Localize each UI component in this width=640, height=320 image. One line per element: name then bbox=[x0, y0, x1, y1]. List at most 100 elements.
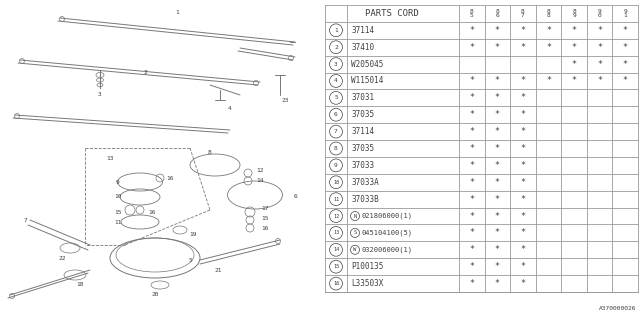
Text: *: * bbox=[520, 110, 525, 119]
Text: *: * bbox=[520, 279, 525, 288]
Text: 18: 18 bbox=[76, 283, 84, 287]
Text: 16: 16 bbox=[148, 210, 156, 214]
Text: 14: 14 bbox=[256, 178, 264, 182]
Text: L33503X: L33503X bbox=[351, 279, 383, 288]
Text: W205045: W205045 bbox=[351, 60, 383, 68]
Text: *: * bbox=[572, 43, 577, 52]
Text: 3: 3 bbox=[334, 61, 338, 67]
Text: *: * bbox=[520, 93, 525, 102]
Text: *: * bbox=[520, 228, 525, 237]
Text: *: * bbox=[495, 43, 500, 52]
Text: 37035: 37035 bbox=[351, 110, 374, 119]
Text: *: * bbox=[572, 60, 577, 68]
Text: *: * bbox=[495, 76, 500, 85]
Text: *: * bbox=[469, 178, 474, 187]
Text: W: W bbox=[353, 247, 356, 252]
Text: *: * bbox=[469, 110, 474, 119]
Text: *: * bbox=[546, 76, 551, 85]
Text: *: * bbox=[469, 127, 474, 136]
Text: 4: 4 bbox=[228, 106, 232, 110]
Text: 19: 19 bbox=[189, 233, 196, 237]
Text: 8
8: 8 8 bbox=[547, 9, 550, 18]
Text: 15: 15 bbox=[115, 210, 122, 214]
Text: 15: 15 bbox=[333, 264, 339, 269]
Text: *: * bbox=[469, 161, 474, 170]
Text: 021806000(1): 021806000(1) bbox=[361, 213, 412, 219]
Text: *: * bbox=[572, 76, 577, 85]
Text: W115014: W115014 bbox=[351, 76, 383, 85]
Text: 37410: 37410 bbox=[351, 43, 374, 52]
Text: *: * bbox=[495, 212, 500, 220]
Text: *: * bbox=[520, 76, 525, 85]
Text: *: * bbox=[495, 245, 500, 254]
Text: 16: 16 bbox=[261, 226, 269, 230]
Text: *: * bbox=[469, 262, 474, 271]
Text: 032006000(1): 032006000(1) bbox=[361, 246, 412, 253]
Text: *: * bbox=[469, 26, 474, 35]
Text: *: * bbox=[520, 144, 525, 153]
Text: 37033B: 37033B bbox=[351, 195, 379, 204]
Text: *: * bbox=[520, 262, 525, 271]
Text: *: * bbox=[623, 60, 628, 68]
Text: 10: 10 bbox=[115, 195, 122, 199]
Text: S: S bbox=[353, 230, 356, 236]
Text: 37114: 37114 bbox=[351, 26, 374, 35]
Text: 14: 14 bbox=[333, 247, 339, 252]
Text: *: * bbox=[546, 26, 551, 35]
Text: 045104100(5): 045104100(5) bbox=[361, 230, 412, 236]
Text: P100135: P100135 bbox=[351, 262, 383, 271]
Text: *: * bbox=[495, 178, 500, 187]
Text: *: * bbox=[495, 195, 500, 204]
Text: 1: 1 bbox=[175, 11, 179, 15]
Text: 8
7: 8 7 bbox=[521, 9, 525, 18]
Text: *: * bbox=[469, 279, 474, 288]
Text: 8
6: 8 6 bbox=[495, 9, 499, 18]
Text: 37114: 37114 bbox=[351, 127, 374, 136]
Text: 17: 17 bbox=[261, 205, 269, 211]
Text: 37033: 37033 bbox=[351, 161, 374, 170]
Text: *: * bbox=[520, 212, 525, 220]
Text: 16: 16 bbox=[333, 281, 339, 286]
Text: *: * bbox=[597, 43, 602, 52]
Text: *: * bbox=[469, 93, 474, 102]
Text: *: * bbox=[469, 76, 474, 85]
Text: 4: 4 bbox=[334, 78, 338, 84]
Text: 37033A: 37033A bbox=[351, 178, 379, 187]
Text: N: N bbox=[353, 213, 356, 219]
Text: 2: 2 bbox=[334, 45, 338, 50]
Text: *: * bbox=[623, 43, 628, 52]
Text: 37031: 37031 bbox=[351, 93, 374, 102]
Text: *: * bbox=[520, 43, 525, 52]
Text: *: * bbox=[469, 195, 474, 204]
Text: 11: 11 bbox=[115, 220, 122, 225]
Text: 9: 9 bbox=[334, 163, 338, 168]
Text: 6: 6 bbox=[334, 112, 338, 117]
Text: 10: 10 bbox=[333, 180, 339, 185]
Text: 1: 1 bbox=[334, 28, 338, 33]
Text: *: * bbox=[495, 161, 500, 170]
Text: 12: 12 bbox=[333, 213, 339, 219]
Text: 9
1: 9 1 bbox=[623, 9, 627, 18]
Text: 23: 23 bbox=[281, 98, 289, 102]
Text: 7: 7 bbox=[23, 218, 27, 222]
Text: 13: 13 bbox=[106, 156, 114, 161]
Text: *: * bbox=[623, 26, 628, 35]
Text: 15: 15 bbox=[261, 215, 269, 220]
Text: 16: 16 bbox=[166, 175, 173, 180]
Text: 8: 8 bbox=[208, 149, 212, 155]
Text: *: * bbox=[520, 245, 525, 254]
Text: *: * bbox=[495, 110, 500, 119]
Text: *: * bbox=[495, 228, 500, 237]
Text: 9
0: 9 0 bbox=[598, 9, 602, 18]
Text: *: * bbox=[469, 43, 474, 52]
Text: 21: 21 bbox=[214, 268, 221, 273]
Text: *: * bbox=[495, 144, 500, 153]
Text: 8: 8 bbox=[334, 146, 338, 151]
Text: *: * bbox=[469, 245, 474, 254]
Text: 9: 9 bbox=[116, 180, 120, 185]
Text: 22: 22 bbox=[58, 255, 66, 260]
Text: A370000026: A370000026 bbox=[598, 306, 636, 310]
Text: *: * bbox=[520, 127, 525, 136]
Text: 8
9: 8 9 bbox=[572, 9, 576, 18]
Text: 7: 7 bbox=[334, 129, 338, 134]
